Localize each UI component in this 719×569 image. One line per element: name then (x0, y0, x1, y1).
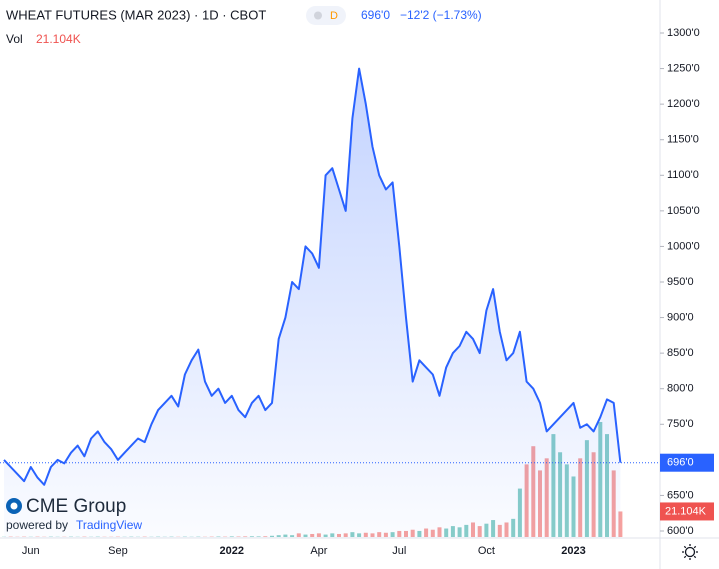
last-price-label: 696'0 (667, 457, 694, 469)
y-tick-label: 1200'0 (667, 98, 700, 110)
y-tick-label: 800'0 (667, 383, 694, 395)
y-tick-label: 1100'0 (667, 169, 699, 181)
y-tick-label: 950'0 (667, 276, 694, 288)
y-tick-label: 850'0 (667, 347, 694, 359)
badge-dot (314, 11, 322, 20)
y-tick-label: 650'0 (667, 489, 694, 501)
x-tick-label: Sep (108, 545, 128, 557)
x-tick-label: Jun (22, 545, 40, 557)
badge: D (330, 10, 338, 22)
gear[interactable] (684, 546, 696, 558)
logo-icon-center (10, 502, 18, 510)
y-tick-label: 900'0 (667, 311, 694, 323)
y-tick-label: 750'0 (667, 418, 694, 430)
y-tick-label: 600'0 (667, 525, 694, 537)
x-tick-label: 2023 (561, 545, 585, 557)
y-tick-label: 1050'0 (667, 205, 700, 217)
price-line (3, 67, 622, 486)
last-price-box (660, 453, 714, 472)
settings-icon[interactable] (682, 544, 698, 560)
last-value: 696'0 (361, 8, 390, 22)
x-tick-label: Apr (310, 545, 327, 557)
volume-title: Vol (6, 32, 23, 46)
x-tick-label: 2022 (220, 545, 244, 557)
x-tick-label: Oct (478, 545, 495, 557)
y-tick-label: 1300'0 (667, 27, 700, 39)
volume-axis-label: 21.104K (665, 505, 707, 517)
x-tick-label: Jul (392, 545, 406, 557)
brand: CME Group (26, 496, 126, 517)
change: −12'2 (−1.73%) (400, 8, 482, 22)
gear-teeth[interactable] (682, 544, 698, 560)
volume-box (660, 502, 714, 521)
price-area (4, 68, 621, 538)
plot (0, 67, 660, 538)
volume-value: 21.104K (36, 32, 81, 46)
logo: CME Group powered by TradingView (6, 496, 142, 532)
y-tick-label: 1150'0 (667, 134, 699, 146)
y-tick-label: 1250'0 (667, 62, 700, 74)
powered-by: powered by (6, 518, 68, 532)
chart-title: WHEAT FUTURES (MAR 2023) · 1D · CBOT (6, 7, 266, 22)
y-tick-label: 1000'0 (667, 240, 700, 252)
provider: TradingView (76, 518, 142, 532)
badge-bg (306, 6, 346, 25)
